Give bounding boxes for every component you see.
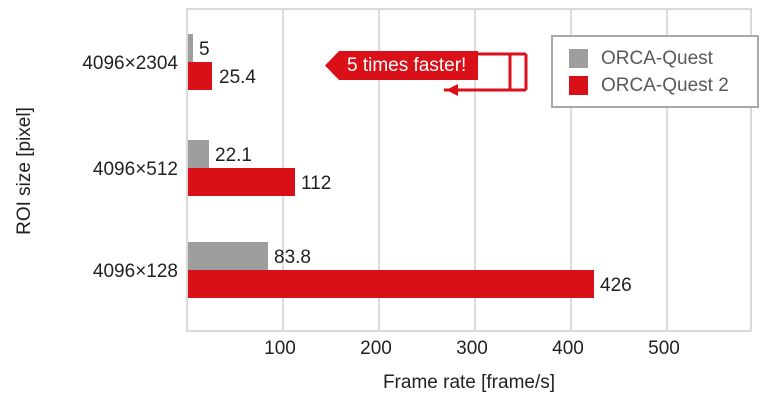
gridline-500 [666,10,668,330]
y-category-label-4096x2304: 4096×2304 [82,53,178,74]
bar-orca-quest-4096x2304 [188,34,193,62]
x-tick-label-400: 400 [552,338,584,359]
value-label-112: 112 [301,173,332,194]
y-category-label-4096x128: 4096×128 [92,261,178,282]
x-tick-label-300: 300 [456,338,488,359]
bar-orca-quest-2-4096x128 [188,270,594,298]
x-tick-label-200: 200 [360,338,392,359]
bar-orca-quest-4096x128 [188,242,268,270]
value-label-5: 5 [199,39,210,60]
bar-orca-quest-2-4096x512 [188,168,295,196]
x-tick-label-500: 500 [648,338,680,359]
gridline-300 [474,10,476,330]
value-label-426: 426 [600,275,632,296]
value-label-25-4: 25.4 [219,67,256,88]
gridline-400 [570,10,572,330]
gridline-200 [378,10,380,330]
x-tick-label-100: 100 [264,338,296,359]
x-axis-title: Frame rate [frame/s] [382,372,556,393]
bar-orca-quest-2-4096x2304 [188,62,212,90]
y-axis-title: ROI size [pixel] [14,107,35,235]
bar-orca-quest-4096x512 [188,140,209,168]
legend-swatch-grey-icon [569,49,588,68]
value-label-83-8: 83.8 [274,247,311,268]
legend-item-orca-quest-2: ORCA-Quest 2 [569,72,757,99]
legend: ORCA-Quest ORCA-Quest 2 [551,35,759,108]
legend-item-orca-quest: ORCA-Quest [569,45,757,72]
callout-banner: 5 times faster! [325,51,479,80]
legend-label-orca-quest: ORCA-Quest [601,47,713,69]
y-category-label-4096x512: 4096×512 [92,159,178,180]
legend-swatch-red-icon [569,76,588,95]
value-label-22-1: 22.1 [215,145,252,166]
legend-label-orca-quest-2: ORCA-Quest 2 [601,74,729,96]
